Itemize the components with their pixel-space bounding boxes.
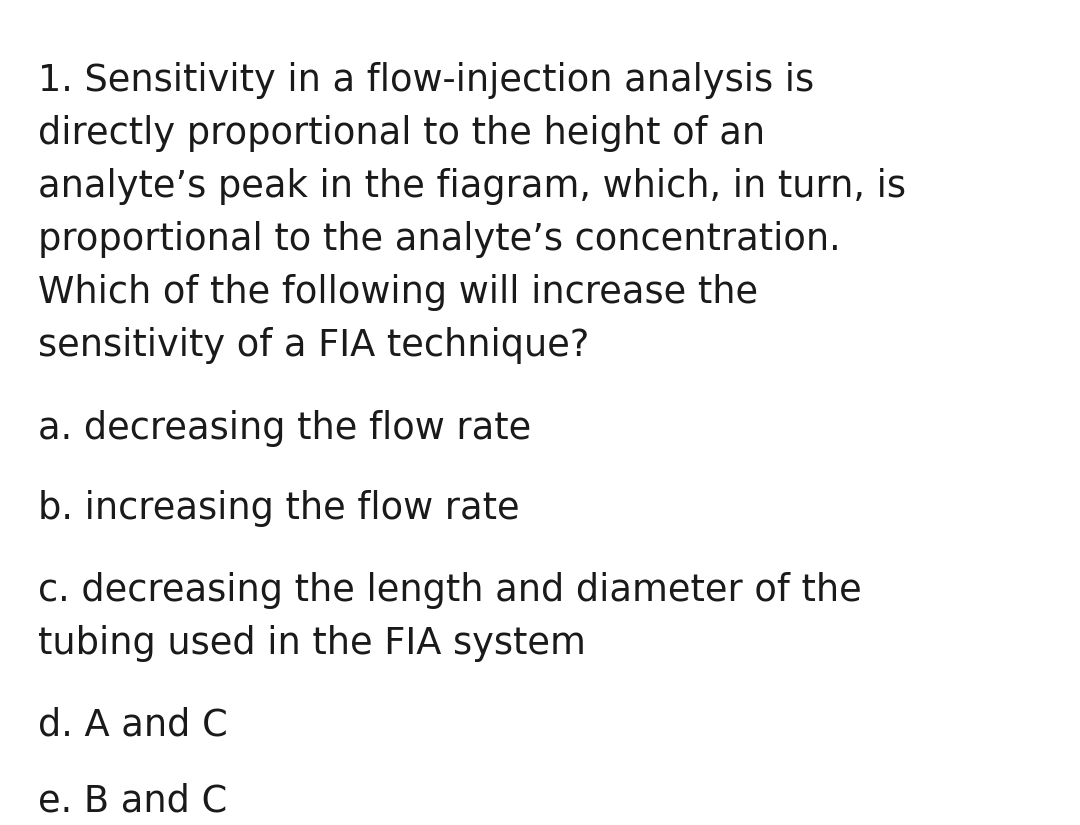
Text: tubing used in the FIA system: tubing used in the FIA system [38, 625, 585, 662]
Text: analyte’s peak in the fiagram, which, in turn, is: analyte’s peak in the fiagram, which, in… [38, 168, 906, 205]
Text: d. A and C: d. A and C [38, 706, 228, 743]
Text: a. decreasing the flow rate: a. decreasing the flow rate [38, 410, 531, 447]
Text: e. B and C: e. B and C [38, 783, 227, 820]
Text: c. decreasing the length and diameter of the: c. decreasing the length and diameter of… [38, 572, 862, 609]
Text: sensitivity of a FIA technique?: sensitivity of a FIA technique? [38, 327, 590, 364]
Text: proportional to the analyte’s concentration.: proportional to the analyte’s concentrat… [38, 221, 840, 258]
Text: b. increasing the flow rate: b. increasing the flow rate [38, 490, 519, 527]
Text: directly proportional to the height of an: directly proportional to the height of a… [38, 115, 765, 152]
Text: 1. Sensitivity in a flow-injection analysis is: 1. Sensitivity in a flow-injection analy… [38, 62, 814, 99]
Text: Which of the following will increase the: Which of the following will increase the [38, 274, 758, 311]
